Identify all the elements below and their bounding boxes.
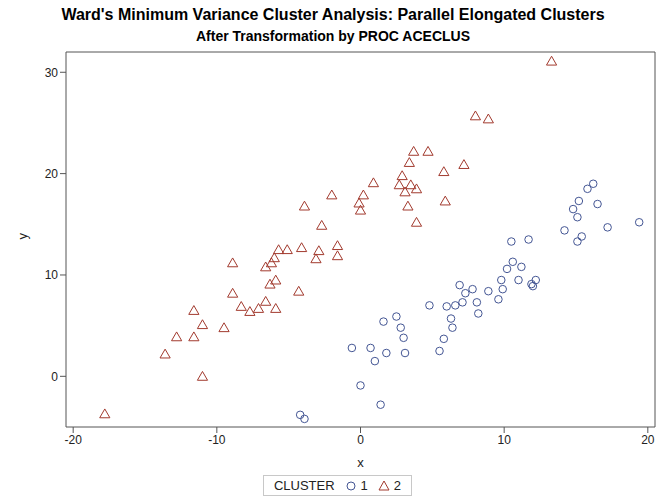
html-text:1: 1 — [360, 478, 368, 493]
svg-text:20: 20 — [45, 167, 59, 181]
html-text:Ward's Minimum Variance Cluste: Ward's Minimum Variance Cluster Analysis… — [61, 6, 605, 23]
svg-text:20: 20 — [641, 433, 655, 447]
html-text:CLUSTER: CLUSTER — [273, 478, 335, 493]
html-text:2: 2 — [393, 478, 402, 493]
svg-text:0: 0 — [357, 433, 364, 447]
svg-text:0: 0 — [51, 370, 58, 384]
svg-text:y: y — [15, 233, 30, 240]
svg-text:10: 10 — [497, 433, 511, 447]
svg-text:10: 10 — [45, 268, 59, 282]
svg-text:-20: -20 — [65, 433, 83, 447]
svg-text:-10: -10 — [208, 433, 226, 447]
svg-text:x: x — [357, 455, 364, 470]
html-text:After Transformation by PROC A: After Transformation by PROC ACECLUS — [196, 28, 470, 44]
svg-text:30: 30 — [45, 66, 59, 80]
